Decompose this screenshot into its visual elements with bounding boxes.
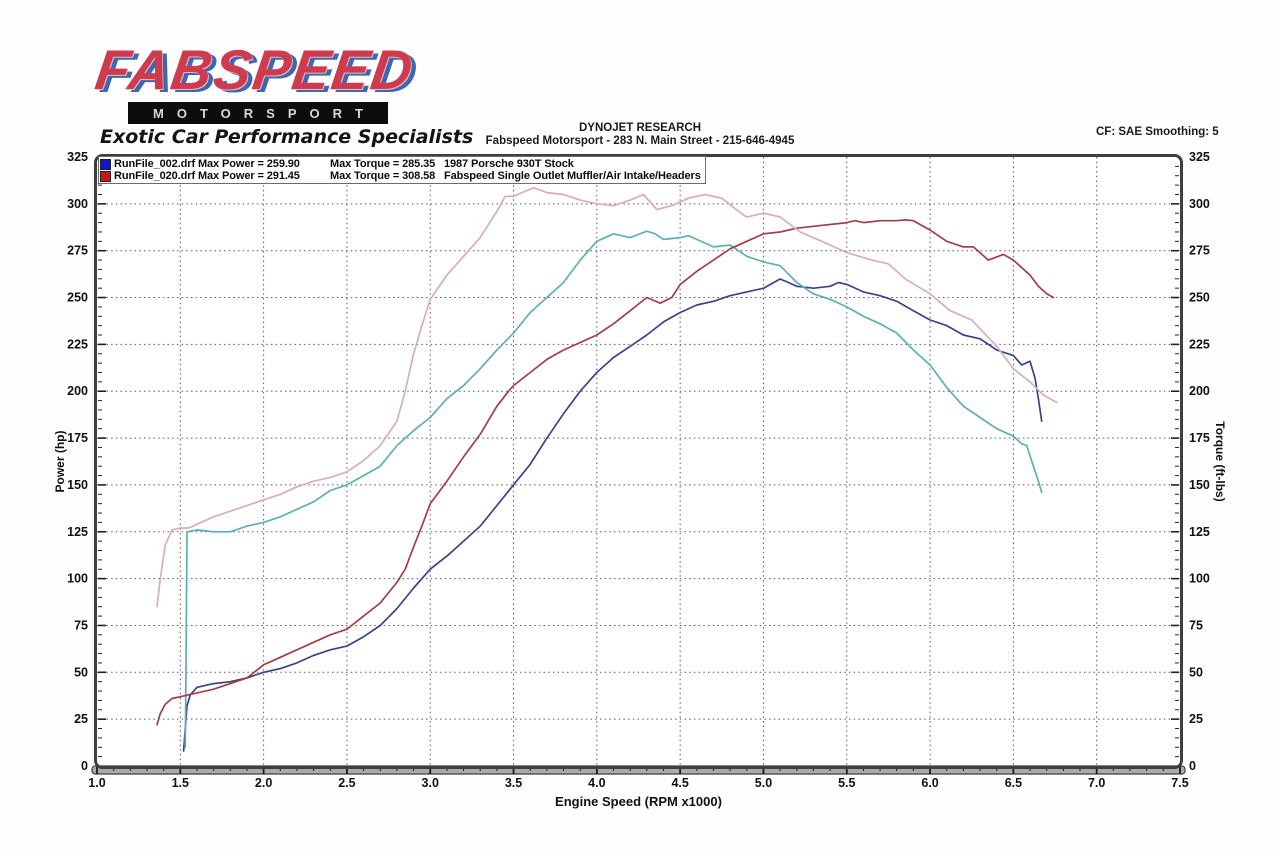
x-tick-label: 5.5 [838, 776, 855, 790]
x-tick-label: 1.5 [172, 776, 189, 790]
y-tick-label-left: 325 [67, 150, 88, 164]
y-tick-label-right: 125 [1189, 525, 1210, 539]
legend-swatch [100, 170, 111, 182]
y-tick-label-right: 200 [1189, 384, 1210, 398]
y-tick-label-right: 75 [1189, 618, 1203, 632]
y-tick-label-right: 25 [1189, 712, 1203, 726]
y-tick-label-left: 175 [67, 431, 88, 445]
y-tick-label-right: 250 [1189, 291, 1210, 305]
y-tick-label-left: 25 [74, 712, 88, 726]
legend-swatch [100, 158, 111, 170]
report-header: DYNOJET RESEARCH Fabspeed Motorsport - 2… [340, 122, 940, 148]
y-tick-label-left: 275 [67, 244, 88, 258]
y-tick-label-left: 0 [81, 759, 88, 773]
legend-row: RunFile_002.drf Max Power = 259.90 Max To… [100, 158, 701, 170]
x-tick-label: 4.0 [588, 776, 605, 790]
legend-maxtorque: Max Torque = 285.35 [330, 158, 436, 170]
x-tick-label: 6.0 [921, 776, 938, 790]
logo-motorsport-text: MOTORSPORT [153, 105, 376, 121]
y-tick-label-left: 75 [74, 618, 88, 632]
y-tick-label-left: 250 [67, 291, 88, 305]
curve-stock-power-hp [182, 278, 1043, 752]
x-tick-label: 1.0 [88, 776, 105, 790]
y-tick-label-left: 300 [67, 197, 88, 211]
legend-maxtorque: Max Torque = 308.58 [330, 170, 436, 182]
x-tick-label: 3.5 [505, 776, 522, 790]
correction-smoothing-info: CF: SAE Smoothing: 5 [1096, 126, 1219, 138]
x-tick-label: 4.5 [671, 776, 688, 790]
fabspeed-logo: FABSPEED FABSPEED MOTORSPORT Exotic Car … [92, 38, 496, 152]
x-tick-label: 5.0 [755, 776, 772, 790]
y-tick-label-left: 125 [67, 525, 88, 539]
y-tick-label-right: 150 [1189, 478, 1210, 492]
curve-fabspeed-power-hp [156, 219, 1055, 726]
y-tick-label-right: 325 [1189, 150, 1210, 164]
y-tick-label-right: 300 [1189, 197, 1210, 211]
legend-run-maxpower: RunFile_020.drf Max Power = 291.45 [114, 170, 300, 182]
x-tick-label: 7.5 [1171, 776, 1188, 790]
legend-run-maxpower: RunFile_002.drf Max Power = 259.90 [114, 158, 300, 170]
y-tick-label-right: 175 [1189, 431, 1210, 445]
x-tick-label: 2.0 [255, 776, 272, 790]
plot-frame [94, 154, 1183, 769]
y-tick-label-left: 225 [67, 337, 88, 351]
x-tick-label: 2.5 [338, 776, 355, 790]
y-tick-label-right: 225 [1189, 337, 1210, 351]
report-subtitle: Fabspeed Motorsport - 283 N. Main Street… [485, 135, 795, 147]
x-axis-title: Engine Speed (RPM x1000) [555, 794, 722, 809]
x-tick-label: 3.0 [422, 776, 439, 790]
y-tick-label-left: 50 [74, 665, 88, 679]
legend-description: 1987 Porsche 930T Stock [444, 158, 574, 170]
curve-stock-torque-ftlbs [184, 230, 1043, 749]
y-tick-label-right: 50 [1189, 665, 1203, 679]
y-tick-label-left: 200 [67, 384, 88, 398]
plot-area [97, 157, 1180, 766]
y-axis-title-left: Power (hp) [53, 430, 67, 492]
y-tick-label-right: 0 [1189, 759, 1196, 773]
y-tick-label-left: 100 [67, 572, 88, 586]
y-tick-label-right: 100 [1189, 572, 1210, 586]
chart-legend: RunFile_002.drf Max Power = 259.90 Max To… [98, 156, 706, 184]
y-axis-title-right: Torque (ft-lbs) [1213, 421, 1227, 501]
x-tick-label: 7.0 [1088, 776, 1105, 790]
logo-tagline: Exotic Car Performance Specialists [100, 126, 474, 148]
legend-row: RunFile_020.drf Max Power = 291.45 Max To… [100, 170, 701, 182]
curve-fabspeed-torque-ftlbs [156, 186, 1058, 608]
y-tick-label-left: 150 [67, 478, 88, 492]
legend-description: Fabspeed Single Outlet Muffler/Air Intak… [444, 170, 701, 182]
report-title: DYNOJET RESEARCH [578, 122, 702, 134]
logo-motorsport-bar: MOTORSPORT [128, 102, 388, 124]
y-tick-label-right: 275 [1189, 244, 1210, 258]
x-tick-label: 6.5 [1005, 776, 1022, 790]
